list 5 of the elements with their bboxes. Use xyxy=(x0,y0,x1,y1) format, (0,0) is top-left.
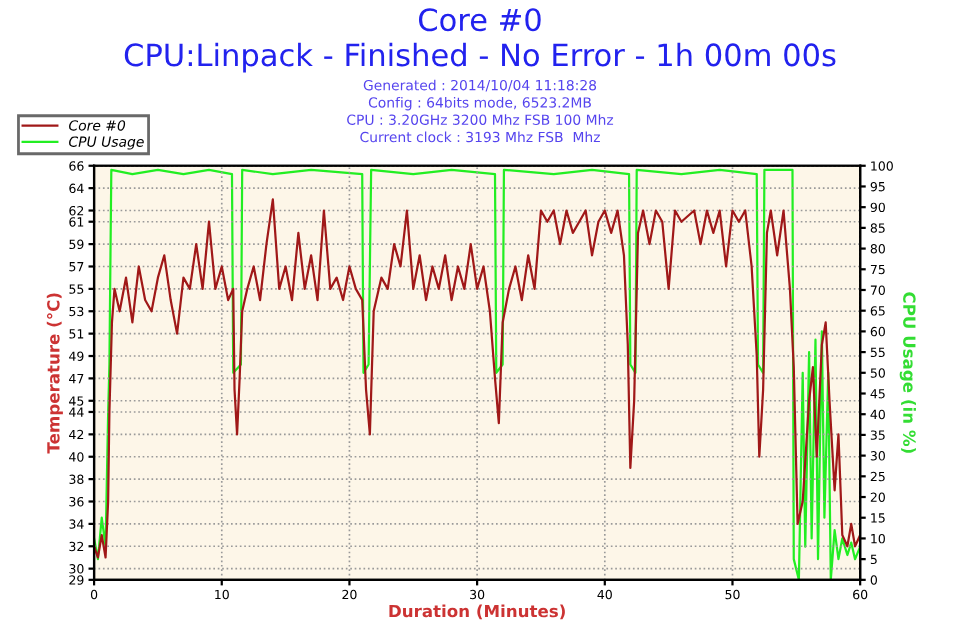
y2-axis-title: CPU Usage (in %) xyxy=(899,292,916,453)
chart-subtitle: CPU:Linpack - Finished - No Error - 1h 00m 00s xyxy=(124,42,836,73)
chart-title: Core #0 xyxy=(418,8,541,32)
x-axis-title: Duration (Minutes) xyxy=(389,604,565,620)
y-axis-title: Temperature (°C) xyxy=(46,293,63,454)
